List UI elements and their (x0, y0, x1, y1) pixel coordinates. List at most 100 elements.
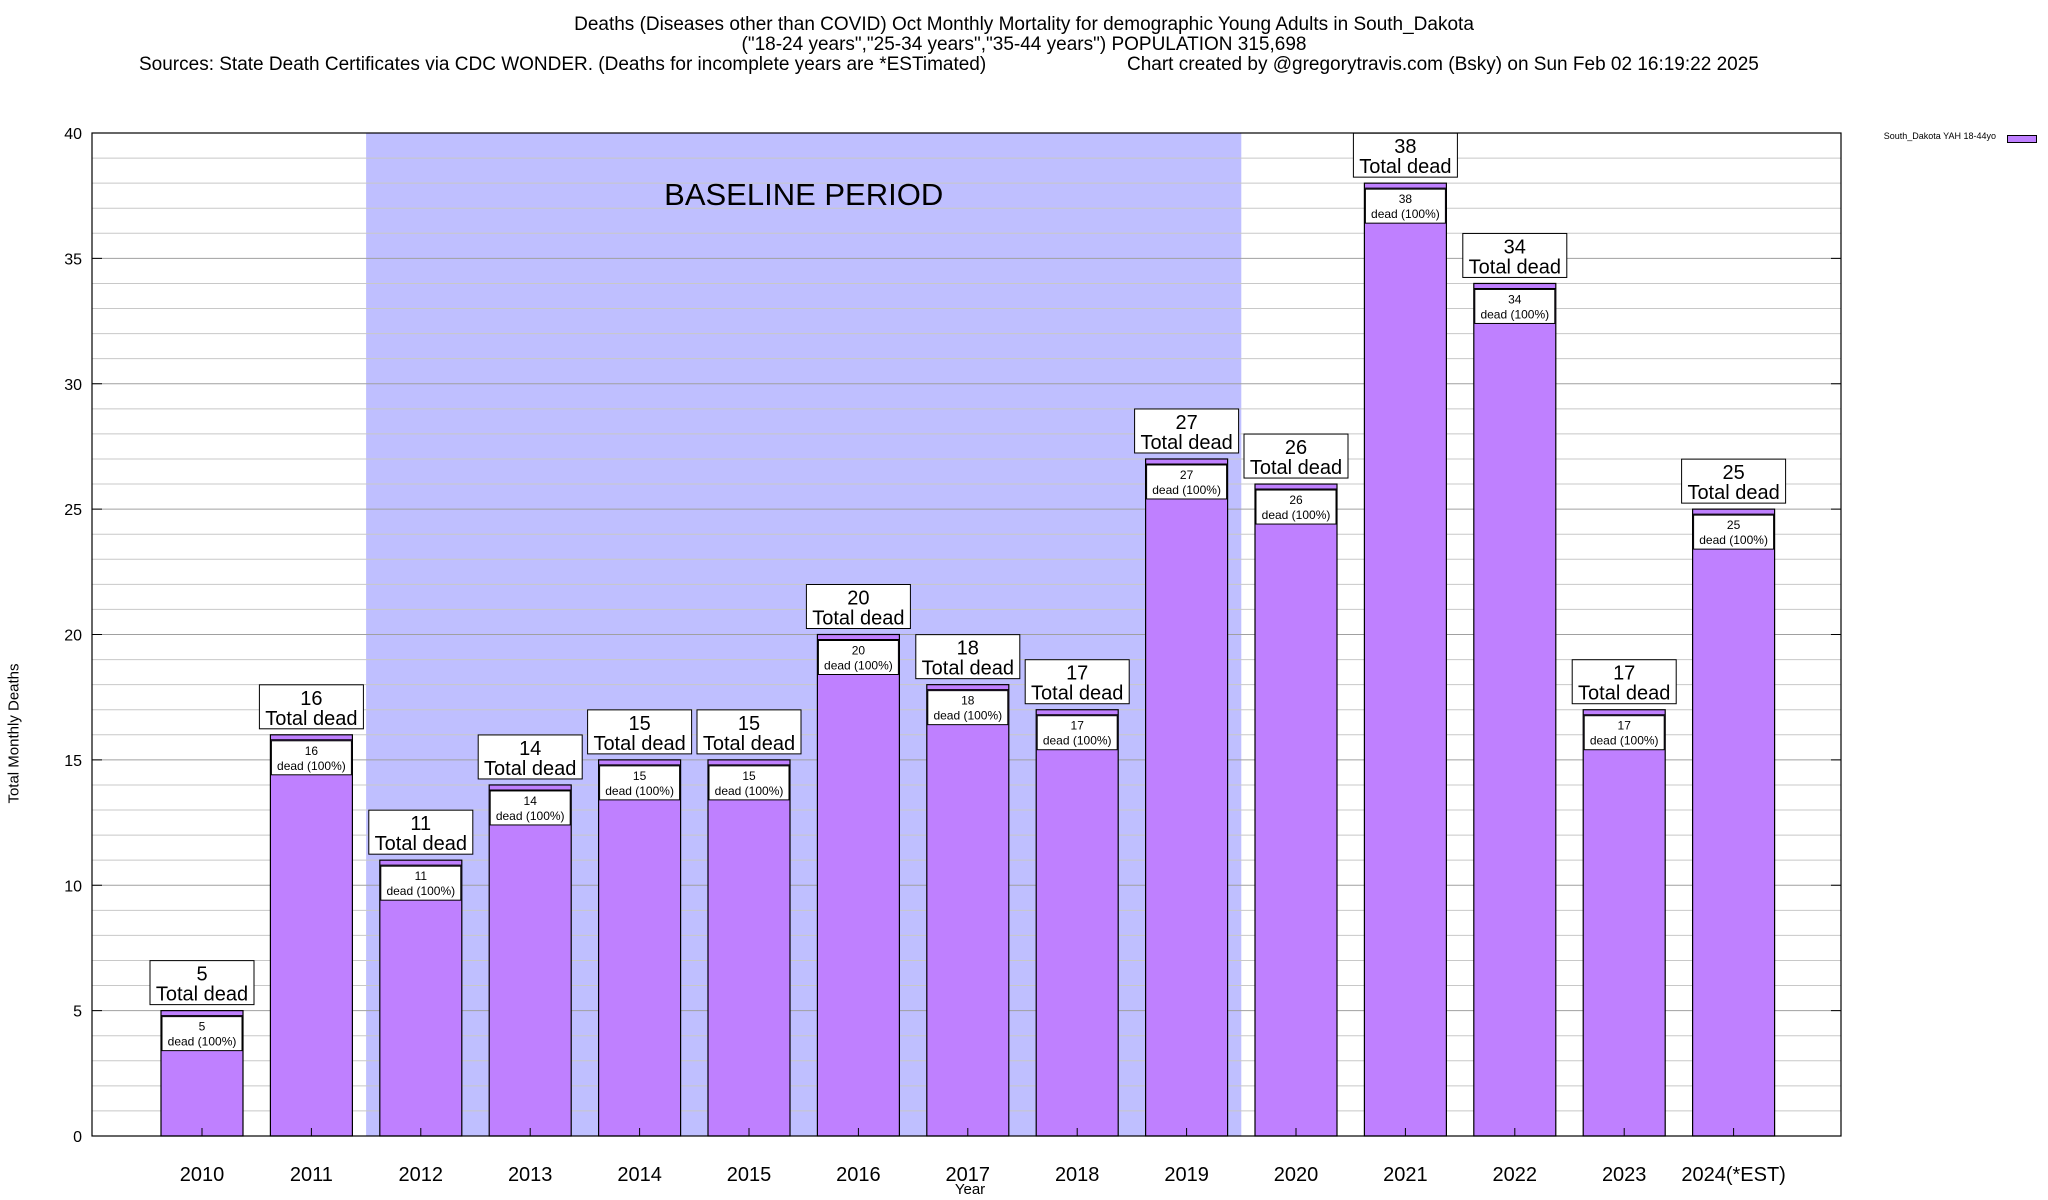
top-label-text: Total dead (1578, 683, 1670, 705)
x-axis-label: Year (954, 1181, 986, 1198)
inner-label-box (1364, 188, 1446, 224)
inner-label-box (708, 765, 790, 801)
x-tick-label: 2018 (1055, 1164, 1100, 1186)
y-tick-label: 40 (64, 126, 82, 143)
bar (1254, 483, 1338, 1137)
bar (379, 859, 463, 1137)
x-tick-label: 2020 (1274, 1164, 1319, 1186)
inner-label-value: 20 (852, 644, 866, 658)
inner-label-value: 17 (1618, 719, 1632, 733)
top-label-text: Total dead (1359, 156, 1451, 178)
bar (1582, 709, 1666, 1137)
inner-label-box (1036, 715, 1118, 751)
top-label-value: 14 (519, 738, 541, 760)
top-label-text: Total dead (1469, 256, 1561, 278)
bar (1144, 458, 1229, 1137)
y-tick-label: 20 (64, 628, 82, 645)
inner-label-box (1474, 288, 1556, 324)
inner-label-box (161, 1016, 243, 1052)
bar (488, 784, 572, 1137)
x-tick-label: 2015 (727, 1164, 772, 1186)
inner-label-text: dead (100%) (1590, 734, 1659, 748)
top-label-text: Total dead (593, 733, 685, 755)
top-label-value: 5 (196, 964, 207, 986)
top-label-value: 18 (957, 638, 979, 660)
inner-label-text: dead (100%) (605, 784, 674, 798)
top-label-box (587, 709, 693, 755)
plot-frame (91, 132, 1842, 1137)
top-label-text: Total dead (156, 984, 248, 1006)
inner-label-value: 25 (1727, 518, 1741, 532)
bar (1691, 508, 1776, 1137)
y-tick-label: 25 (64, 502, 82, 519)
inner-label-text: dead (100%) (277, 759, 346, 773)
bar (1035, 709, 1119, 1137)
top-label-box (477, 734, 583, 780)
top-label-box (258, 684, 364, 730)
x-tick-label: 2011 (290, 1164, 333, 1186)
top-label-box (1134, 408, 1240, 454)
inner-label-value: 17 (1071, 719, 1085, 733)
x-tick-label: 2016 (836, 1164, 881, 1186)
inner-label-text: dead (100%) (496, 809, 565, 823)
top-label-value: 17 (1066, 663, 1088, 685)
chart-credit: Chart created by @gregorytravis.com (Bsk… (1127, 54, 1759, 75)
inner-label-text: dead (100%) (1371, 207, 1440, 221)
top-label-text: Total dead (375, 833, 467, 855)
top-label-text: Total dead (703, 733, 795, 755)
top-label-value: 16 (300, 688, 322, 710)
top-label-value: 15 (738, 713, 760, 735)
top-label-value: 27 (1175, 412, 1197, 434)
inner-label-box (1583, 715, 1665, 751)
inner-label-text: dead (100%) (386, 884, 455, 898)
x-tick-label: 2010 (180, 1164, 225, 1186)
top-label-box (1243, 433, 1349, 479)
inner-label-box (817, 640, 899, 675)
chart-title: Deaths (Diseases other than COVID) Oct M… (574, 14, 1474, 35)
top-label-value: 38 (1394, 136, 1416, 158)
bar (597, 759, 682, 1137)
inner-label-text: dead (100%) (824, 659, 893, 673)
y-tick-label: 30 (64, 377, 82, 394)
bar (269, 734, 353, 1137)
inner-label-text: dead (100%) (715, 784, 784, 798)
inner-label-value: 38 (1399, 192, 1413, 206)
y-tick-label: 0 (73, 1129, 82, 1146)
x-tick-label: 2021 (1383, 1164, 1428, 1186)
x-tick-label: 2017 (946, 1164, 991, 1186)
legend-series-label: South_Dakota YAH 18-44yo (1883, 131, 1996, 141)
y-tick-label: 15 (64, 753, 82, 770)
top-label-text: Total dead (1687, 482, 1779, 504)
inner-label-box (1146, 464, 1228, 500)
top-label-box (1571, 659, 1677, 705)
inner-label-text: dead (100%) (933, 709, 1002, 723)
top-label-box (149, 960, 255, 1006)
inner-label-value: 15 (742, 769, 756, 783)
bar (816, 633, 901, 1137)
top-label-box (915, 634, 1021, 680)
top-label-box (1681, 458, 1787, 504)
top-label-text: Total dead (484, 758, 576, 780)
top-label-text: Total dead (922, 658, 1014, 680)
bar (707, 759, 791, 1137)
baseline-period-label: BASELINE PERIOD (664, 177, 943, 212)
chart-sources: Sources: State Death Certificates via CD… (139, 54, 987, 75)
inner-label-box (1255, 489, 1337, 525)
inner-label-value: 11 (415, 869, 428, 883)
inner-label-value: 26 (1289, 493, 1303, 507)
chart-subtitle: ("18-24 years","25-34 years","35-44 year… (741, 34, 1307, 55)
inner-label-text: dead (100%) (1152, 483, 1221, 497)
top-label-box (805, 584, 911, 629)
inner-label-box (1693, 514, 1775, 550)
top-label-value: 17 (1613, 663, 1635, 685)
top-label-box (368, 809, 474, 855)
y-tick-label: 10 (64, 878, 82, 895)
inner-label-value: 5 (199, 1020, 206, 1034)
inner-label-box (489, 790, 571, 826)
top-label-text: Total dead (1250, 457, 1342, 479)
inner-label-text: dead (100%) (1699, 533, 1768, 547)
top-label-box (696, 709, 802, 755)
bar (1363, 182, 1448, 1137)
inner-label-value: 16 (305, 744, 319, 758)
